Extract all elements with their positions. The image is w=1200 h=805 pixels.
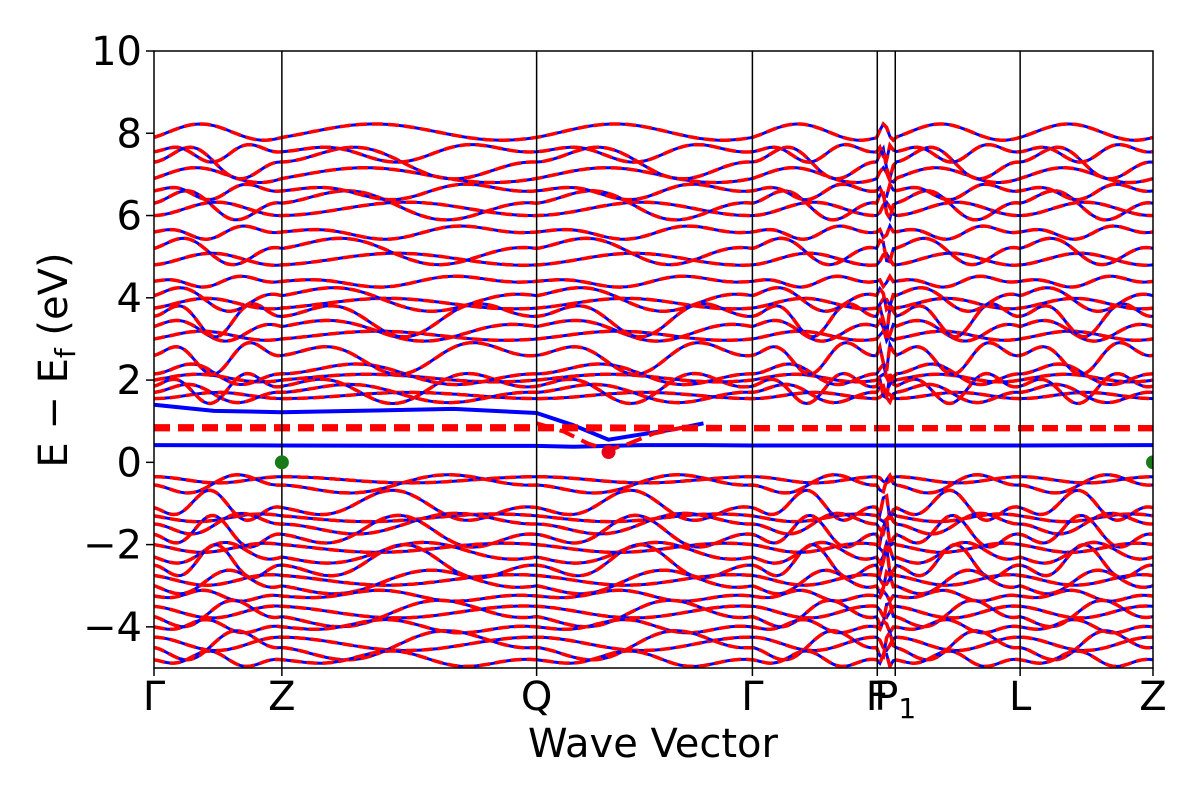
valence-band-red [154,513,1153,552]
highlight-point [274,455,289,470]
conduction-band-blue [154,121,1153,143]
y-tick-label: 4 [117,276,142,322]
x-tick-label: Z [268,674,295,720]
valence-band-red [154,538,1153,567]
x-tick-label: Γ [741,674,764,720]
x-tick-label: F [866,674,889,720]
valence-band-red [154,649,1153,668]
conduction-band-red [154,285,1153,313]
x-axis-title: Wave Vector [528,721,779,767]
valence-band-red [154,627,1153,662]
x-tick-label: L [1009,674,1032,720]
conduction-band-red [154,221,1153,241]
y-tick-label: 0 [117,440,142,486]
x-tick-label: Q [521,674,552,720]
plot-frame [153,50,1154,669]
x-tick-label: Z [1139,674,1166,720]
y-tick-label: 10 [91,29,142,75]
svg-text:E − Ef (eV): E − Ef (eV) [31,252,82,467]
conduction-band-red [154,338,1153,377]
y-tick-label: 8 [117,111,142,157]
valence-band-red [154,488,1153,523]
conduction-band-red [154,316,1153,346]
y-axis-title: E − Ef (eV) [31,252,82,467]
conduction-band-red [154,371,1153,406]
x-axis-ticks: Γ Z Q Γ FP1 L Z [143,668,1167,725]
valence-band-red [154,635,1153,654]
valence-band-blue [154,488,1153,522]
y-axis-title-sub: f [49,347,82,358]
y-tick-label: −4 [83,605,142,651]
valence-band-red [154,509,1153,538]
conduction-band-red [154,272,1153,290]
conduction-band-red [154,199,1153,218]
highlight-point [1146,455,1153,470]
conduction-band-red [154,296,1153,311]
valence-band-red [154,598,1153,629]
y-tick-label: 2 [117,358,142,404]
y-tick-label: 6 [117,194,142,240]
conduction-band-red [154,164,1153,185]
bands-layer [154,121,1153,668]
kpoint-lines [281,51,1021,668]
y-axis-ticks: 10 8 6 4 2 0 −2 −4 [83,29,154,651]
conduction-band-red [154,143,1153,185]
y-axis-title-unit: (eV) [31,252,77,348]
conduction-band-red [154,382,1153,406]
valence-band-red [154,474,1153,485]
y-tick-label: −2 [83,523,142,569]
defect-band-blue-upper [154,402,704,442]
valence-band-red [154,572,1153,587]
defect-band-blue [154,443,1153,449]
valence-band-red [154,587,1153,605]
x-tick-label: P1 [874,674,916,725]
conduction-band-red [154,360,1153,389]
valence-band-red [154,604,1153,620]
defect-band-red-upper [154,424,1153,429]
valence-band-red [154,568,1153,597]
conduction-band-red [154,121,1153,143]
x-tick-label: Γ [143,674,166,720]
highlight-points [274,445,1153,470]
y-axis-title-main: E − E [31,358,77,468]
conduction-band-red [154,236,1153,267]
valence-band-red [154,471,1153,495]
conduction-band-red [154,141,1153,164]
conduction-band-red [154,189,1153,223]
highlight-point [601,445,616,460]
conduction-band-red [154,180,1153,202]
